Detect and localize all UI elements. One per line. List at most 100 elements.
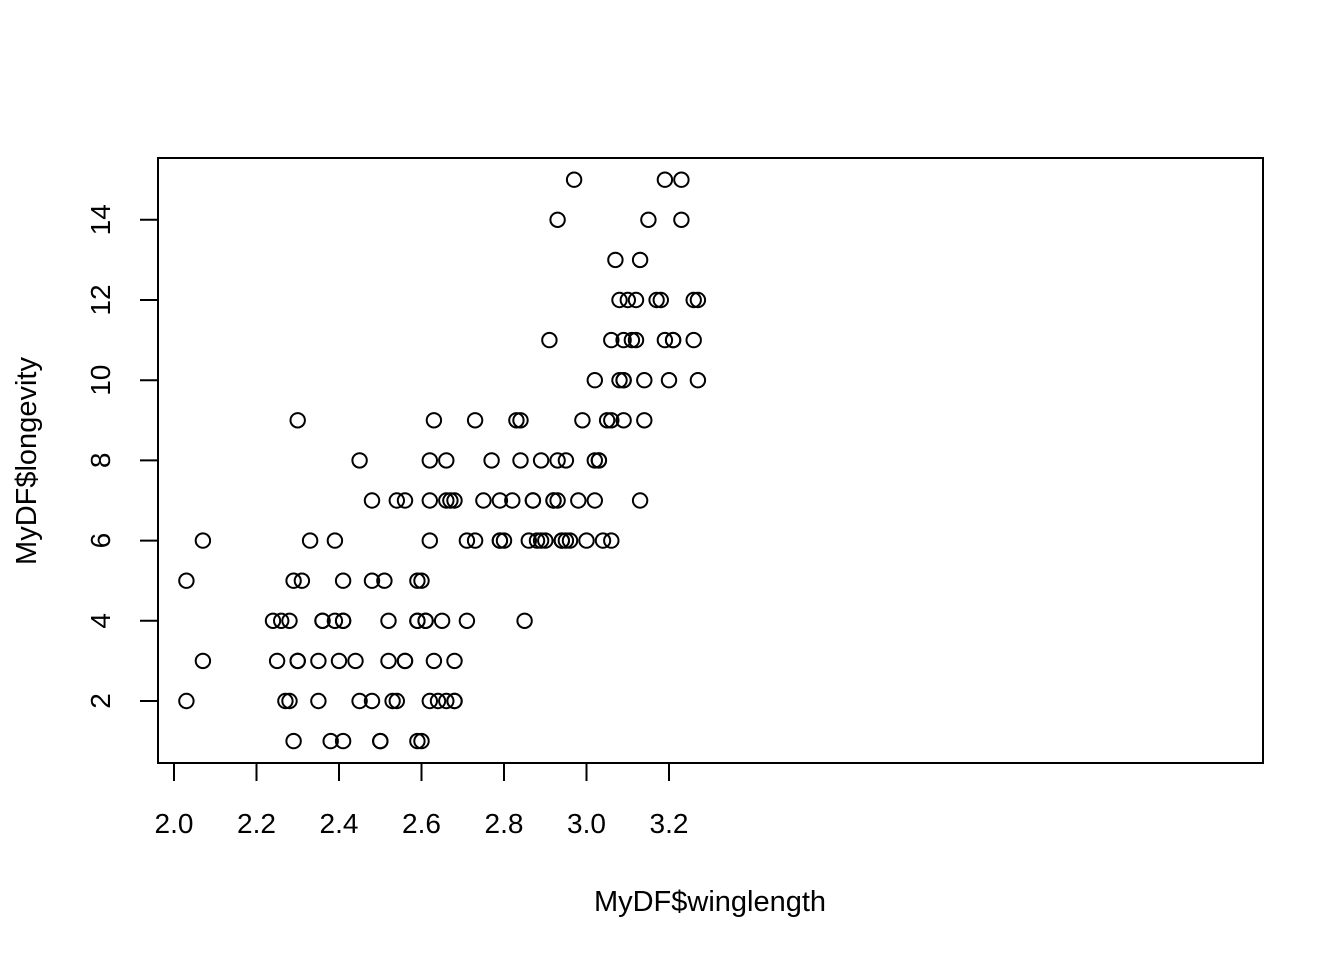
- data-point: [615, 331, 632, 349]
- x-tick-label: 2.6: [402, 808, 441, 839]
- x-tick-label: 3.2: [650, 808, 689, 839]
- data-point: [615, 372, 632, 389]
- data-point: [656, 171, 674, 188]
- x-tick-label: 2.8: [485, 808, 524, 839]
- data-point: [615, 412, 632, 429]
- data-point: [330, 652, 348, 670]
- data-point: [570, 492, 587, 509]
- data-point: [458, 612, 476, 629]
- data-point: [289, 412, 306, 429]
- data-point: [673, 211, 690, 229]
- data-point: [326, 532, 344, 549]
- data-point: [578, 532, 595, 549]
- data-point: [409, 572, 426, 589]
- data-point: [574, 412, 591, 429]
- data-point: [289, 652, 306, 670]
- data-point: [264, 612, 282, 629]
- data-point: [636, 412, 653, 429]
- data-point: [537, 532, 554, 549]
- data-point: [598, 412, 616, 429]
- data-point: [685, 291, 702, 309]
- data-point: [549, 211, 566, 229]
- data-point: [438, 492, 455, 509]
- data-point: [607, 251, 624, 269]
- data-point: [363, 492, 381, 509]
- data-point: [561, 532, 579, 549]
- data-point: [194, 652, 212, 670]
- y-tick-label: 6: [85, 533, 116, 549]
- data-point: [623, 331, 641, 349]
- data-point: [301, 532, 319, 549]
- data-point: [438, 692, 455, 710]
- data-point: [495, 532, 513, 549]
- data-point: [553, 532, 570, 549]
- data-point: [532, 532, 550, 549]
- data-point: [565, 171, 583, 188]
- data-point: [396, 652, 414, 670]
- data-point: [417, 612, 434, 629]
- data-point: [310, 652, 327, 670]
- data-point: [310, 692, 327, 710]
- data-point: [388, 492, 405, 509]
- data-point: [520, 532, 537, 549]
- data-point: [545, 492, 562, 509]
- data-point: [524, 492, 542, 509]
- data-point: [285, 572, 302, 589]
- data-point: [590, 452, 608, 469]
- data-point: [322, 732, 339, 750]
- data-point: [516, 612, 533, 629]
- data-point: [363, 692, 381, 710]
- data-point: [421, 532, 438, 549]
- data-point: [491, 532, 509, 549]
- y-tick-label: 14: [85, 204, 116, 235]
- data-point: [351, 452, 368, 469]
- y-tick-label: 12: [85, 284, 116, 315]
- data-point: [557, 452, 575, 469]
- data-point: [334, 732, 352, 750]
- data-point: [425, 652, 443, 670]
- data-point: [512, 452, 529, 469]
- data-point: [178, 572, 195, 589]
- y-axis: 2 4 6 8 10 12 14: [85, 204, 159, 709]
- data-point: [631, 492, 649, 509]
- data-point: [281, 612, 298, 629]
- data-point: [458, 532, 476, 549]
- data-point: [627, 331, 645, 349]
- data-point: [664, 331, 682, 349]
- data-point: [409, 732, 426, 750]
- data-point: [466, 412, 484, 429]
- y-tick-label: 10: [85, 365, 116, 396]
- data-point: [512, 412, 529, 429]
- data-point: [334, 572, 352, 589]
- data-point: [351, 692, 368, 710]
- y-tick-label: 2: [85, 693, 116, 709]
- data-point: [421, 492, 438, 509]
- data-point: [376, 572, 393, 589]
- data-point: [314, 612, 331, 629]
- data-point: [273, 612, 290, 629]
- data-point: [438, 452, 455, 469]
- data-point: [660, 372, 678, 389]
- data-point: [603, 331, 620, 349]
- data-point: [413, 572, 430, 589]
- data-point: [429, 692, 447, 710]
- data-point: [293, 572, 311, 589]
- x-tick-label: 2.0: [155, 808, 194, 839]
- data-point: [491, 492, 509, 509]
- data-point: [363, 572, 381, 589]
- data-point: [268, 652, 286, 670]
- data-point: [549, 492, 566, 509]
- data-point: [528, 532, 546, 549]
- data-point: [326, 612, 344, 629]
- data-point: [689, 291, 707, 309]
- data-point: [603, 532, 620, 549]
- data-point: [421, 452, 438, 469]
- data-point: [603, 412, 620, 429]
- data-point: [594, 532, 612, 549]
- data-point: [413, 732, 430, 750]
- data-point: [396, 492, 414, 509]
- x-tick-label: 2.2: [237, 808, 276, 839]
- data-point: [549, 452, 566, 469]
- x-tick-label: 2.4: [320, 808, 359, 839]
- data-point: [446, 652, 463, 670]
